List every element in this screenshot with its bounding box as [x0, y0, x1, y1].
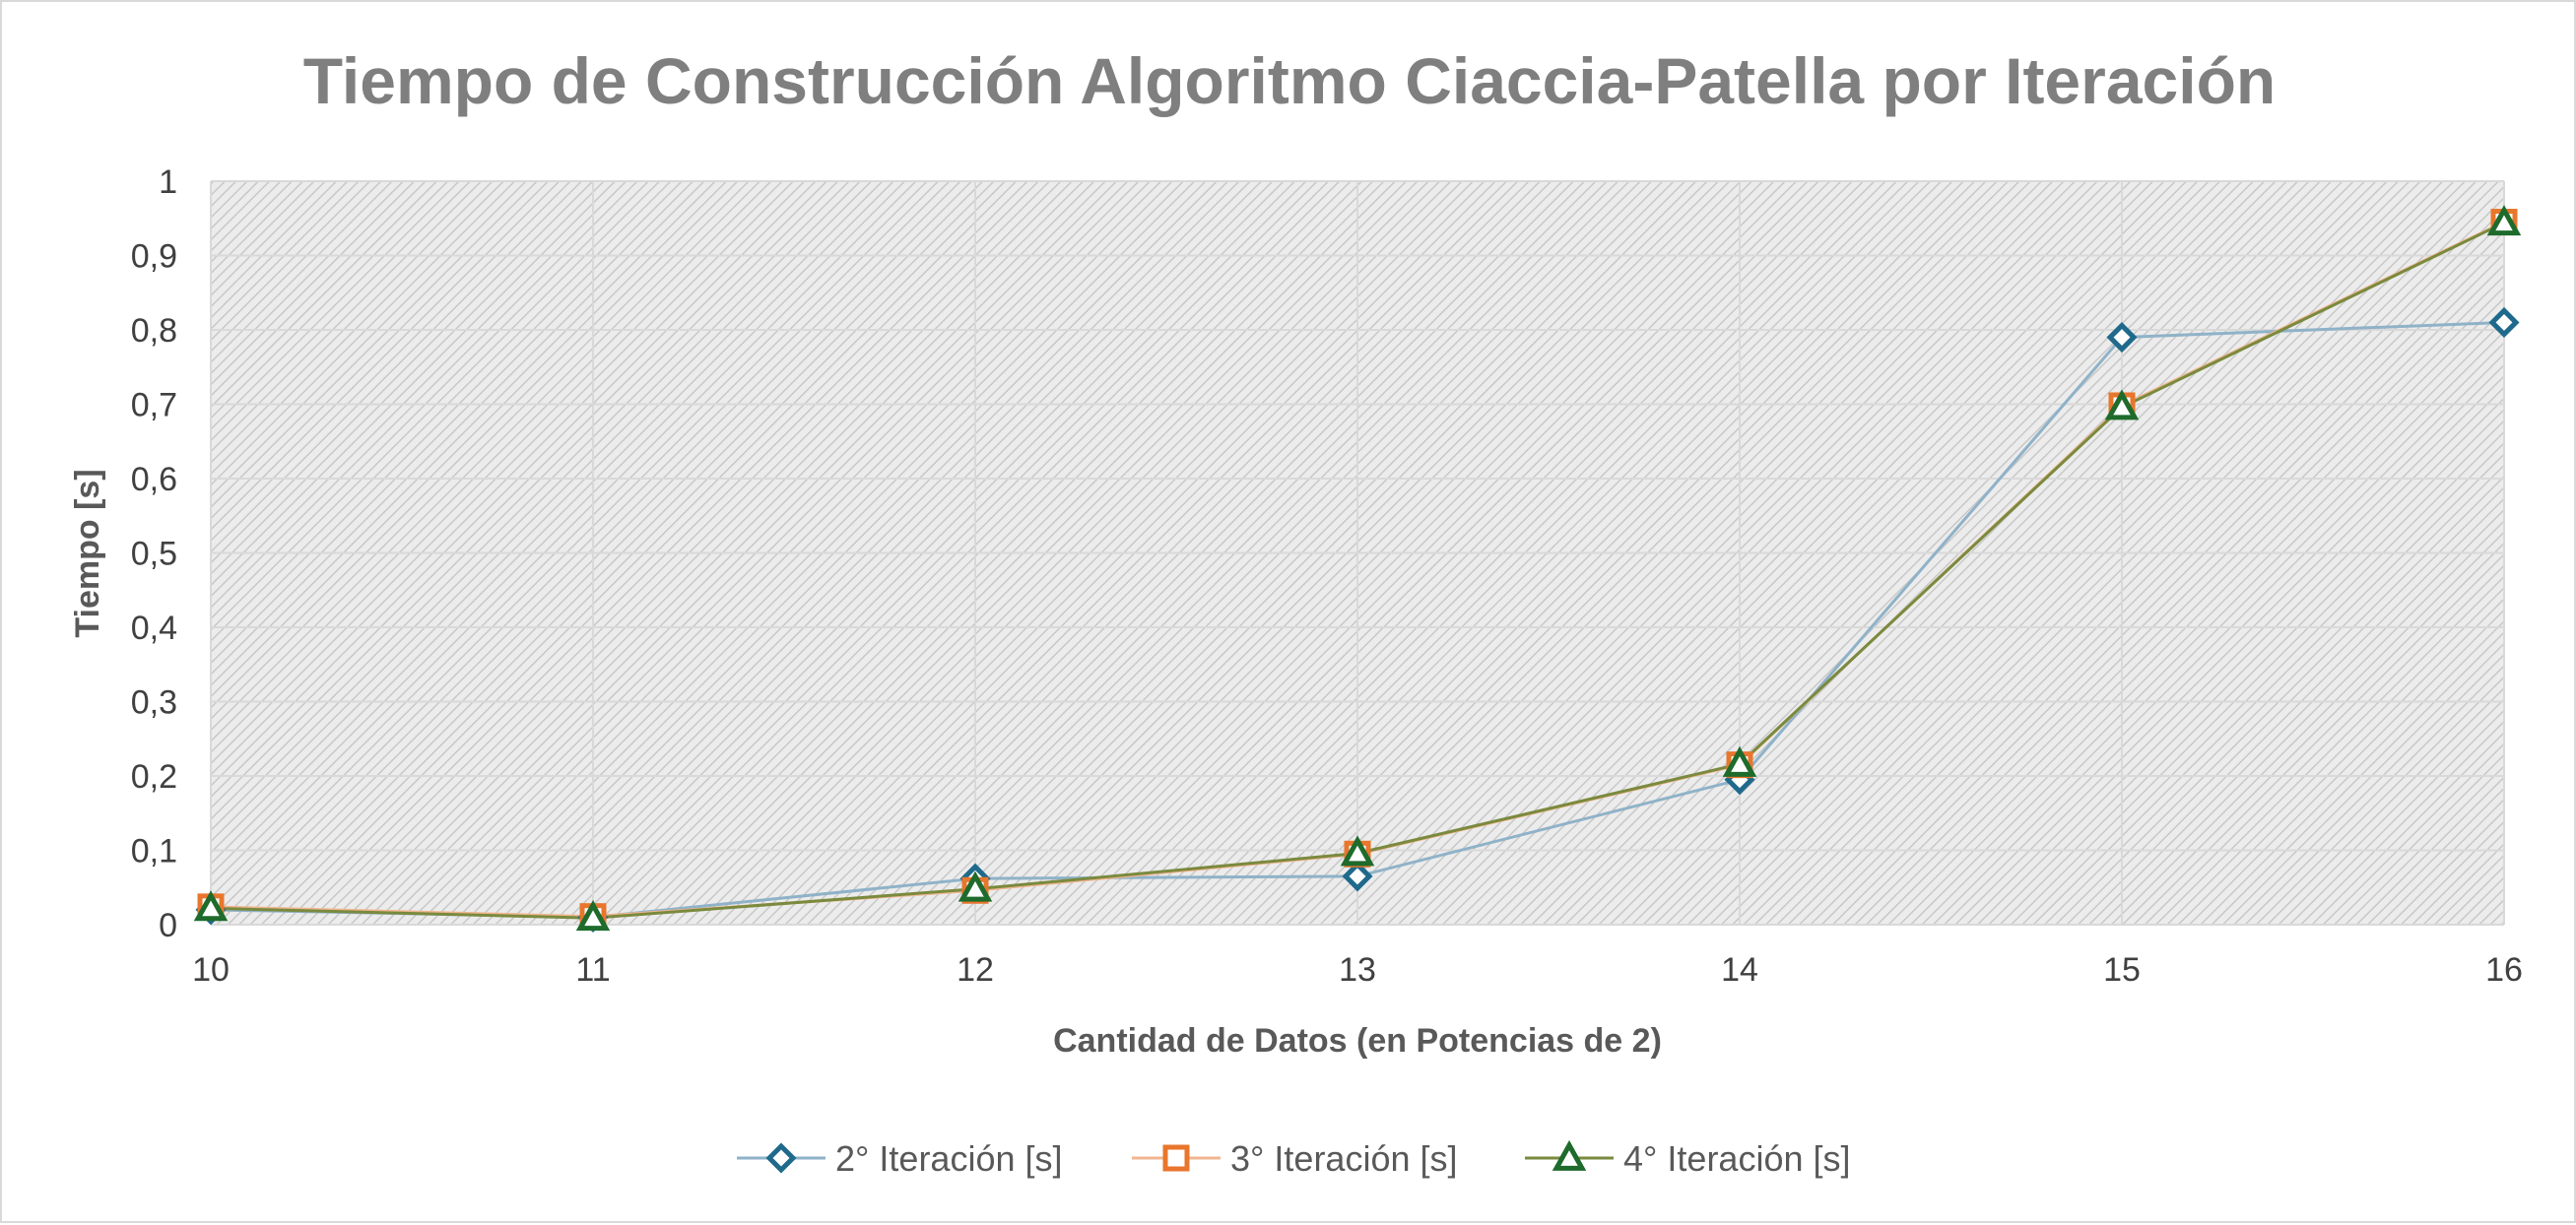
legend: 2° Iteración [s] 3° Iteración [s] 4° Itera… [737, 1138, 1851, 1179]
series-markers [193, 205, 2522, 933]
x-tick-label: 11 [575, 951, 610, 989]
y-tick-label: 0,6 [131, 461, 177, 498]
legend-label: 4° Iteración [s] [1623, 1138, 1851, 1179]
y-tick-label: 0 [159, 907, 177, 944]
y-tick-label: 0,5 [131, 536, 177, 573]
x-axis-title: Cantidad de Datos (en Potencias de 2) [1053, 1022, 1662, 1060]
y-tick-label: 0,8 [131, 312, 177, 350]
data-point-series-3 [2486, 205, 2522, 236]
data-point-series-1 [2106, 322, 2138, 354]
x-axis-tick-labels: 10 11 12 13 14 15 16 [192, 951, 2523, 989]
y-tick-label: 0,2 [131, 758, 177, 796]
legend-item-3: 4° Iteración [s] [1525, 1138, 1851, 1179]
legend-marker [1162, 1144, 1190, 1172]
data-point-series-3 [1340, 835, 1375, 867]
y-tick-label: 0,3 [131, 684, 177, 722]
legend-item-1: 2° Iteración [s] [737, 1138, 1063, 1179]
x-tick-label: 12 [957, 951, 994, 989]
x-tick-label: 14 [1721, 951, 1758, 989]
y-tick-label: 1 [159, 163, 177, 201]
legend-marker [1552, 1139, 1587, 1171]
data-point-series-3 [2104, 389, 2140, 420]
x-tick-label: 15 [2103, 951, 2141, 989]
y-tick-label: 0,7 [131, 387, 177, 424]
legend-item-2: 3° Iteración [s] [1132, 1138, 1458, 1179]
y-axis-tick-labels: 0 0,1 0,2 0,3 0,4 0,5 0,6 0,7 0,8 0,9 1 [131, 163, 177, 944]
gridlines [210, 180, 2505, 926]
chart-title: Tiempo de Construcción Algoritmo Ciaccia… [303, 44, 2276, 117]
x-tick-label: 13 [1339, 951, 1376, 989]
data-point-series-3 [958, 870, 993, 902]
y-tick-label: 0,4 [131, 610, 177, 647]
y-tick-label: 0,1 [131, 833, 177, 870]
data-point-series-3 [193, 890, 229, 922]
x-tick-label: 10 [192, 951, 230, 989]
y-axis-title: Tiempo [s] [69, 469, 106, 637]
data-point-series-3 [1722, 745, 1757, 777]
data-point-series-1 [1342, 861, 1373, 892]
legend-marker [765, 1142, 797, 1174]
legend-label: 2° Iteración [s] [835, 1138, 1063, 1179]
y-tick-label: 0,9 [131, 238, 177, 276]
data-point-series-3 [575, 900, 611, 932]
x-tick-label: 16 [2485, 951, 2523, 989]
legend-label: 3° Iteración [s] [1230, 1138, 1458, 1179]
data-point-series-1 [2488, 306, 2520, 338]
